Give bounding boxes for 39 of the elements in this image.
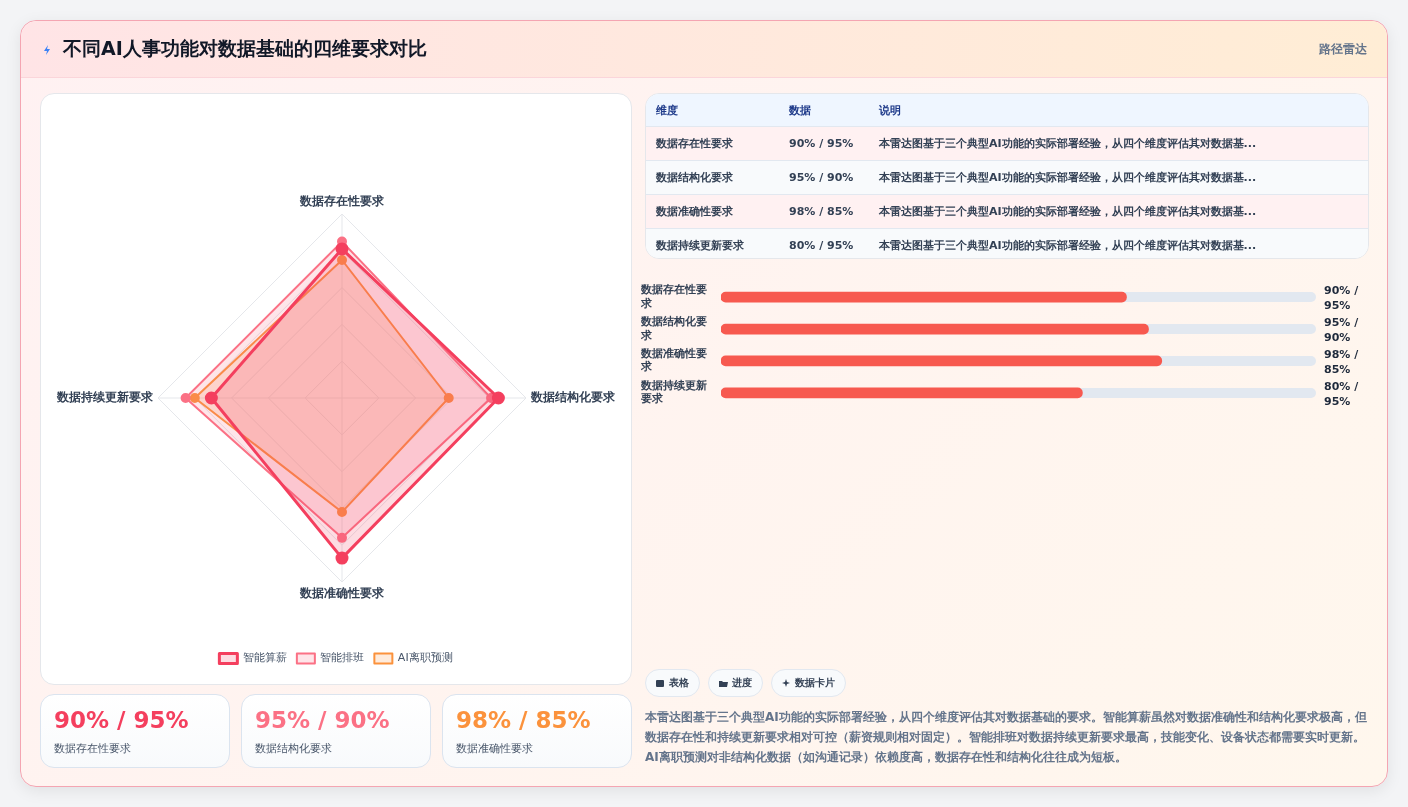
text: 90% / 95% bbox=[779, 126, 869, 161]
text: 95% / 90% bbox=[255, 707, 390, 733]
spoke-label: 数据结构化要求 bbox=[530, 390, 616, 405]
spoke-label: 数据准确性要求 bbox=[299, 586, 385, 601]
text: 80% / 95% bbox=[1324, 379, 1360, 408]
text: 本雷达图基于三个典型AI功能的实际部署经验，从四个维度评估其对数据基... bbox=[869, 194, 1368, 229]
chart-title: 不同AI人事功能对数据基础的四维要求对比 bbox=[63, 36, 427, 61]
text: 表格 bbox=[645, 669, 700, 697]
text: 数据结构化要求 bbox=[255, 741, 332, 756]
text: 98% / 85% bbox=[779, 194, 869, 229]
spoke-label: 数据持续更新要求 bbox=[56, 390, 154, 405]
legend-label: AI离职预测 bbox=[397, 651, 453, 665]
text: 本雷达图基于三个典型AI功能的实际部署经验，从四个维度评估其对数据基... bbox=[869, 160, 1368, 195]
text: 维度 bbox=[646, 94, 779, 127]
text: 说明 bbox=[869, 94, 1368, 127]
text: 90% / 95% bbox=[54, 707, 189, 733]
text: 数据准确性要求 bbox=[456, 741, 533, 756]
text: 98% / 85% bbox=[1324, 347, 1360, 376]
text: 本雷达图基于三个典型AI功能的实际部署经验，从四个维度评估其对数据基础的要求。智能算薪虽然对数据准确性和结构化要求极高，但数据存在性和持续更新要求相对可控（薪资规则相对固定）。智能排班对数据持续更新要求最高，技能变化、设备状态都需要实时更新。AI离职预测对非结构化数据（如沟通记录）依赖度高，数据存在性和结构化往往成为短板。 bbox=[645, 709, 1367, 766]
text: 80% / 95% bbox=[788, 238, 855, 254]
text: 本雷达图基于三个典型AI功能的实际部署经验，从四个维度评估其对数据基... bbox=[869, 126, 1368, 161]
legend-label: 智能排班 bbox=[320, 651, 365, 665]
text: 进度 bbox=[708, 669, 763, 697]
text: 数据持续更新要求 bbox=[655, 238, 745, 254]
y-tick-label: 数据持续更新要求 bbox=[640, 379, 707, 406]
y-tick-label: 数据结构化要求 bbox=[640, 315, 707, 342]
y-tick-label: 数据存在性要求 bbox=[640, 283, 707, 310]
y-tick-label: 数据准确性要求 bbox=[640, 347, 707, 374]
text: 95% / 90% bbox=[1324, 315, 1360, 344]
text: 数据卡片 bbox=[771, 669, 846, 697]
text: 数据 bbox=[779, 94, 869, 127]
text: 数据存在性要求 bbox=[54, 741, 131, 756]
text: 90% / 95% bbox=[1324, 284, 1360, 313]
spoke-label: 数据存在性要求 bbox=[299, 193, 385, 208]
text: 本雷达图基于三个典型AI功能的实际部署经验，从四个维度评估其对数据基... bbox=[878, 238, 1258, 254]
legend-label: 智能算薪 bbox=[242, 651, 287, 665]
text: 98% / 85% bbox=[456, 707, 591, 733]
text: 路径雷达 bbox=[1319, 41, 1367, 58]
text: 95% / 90% bbox=[779, 160, 869, 195]
